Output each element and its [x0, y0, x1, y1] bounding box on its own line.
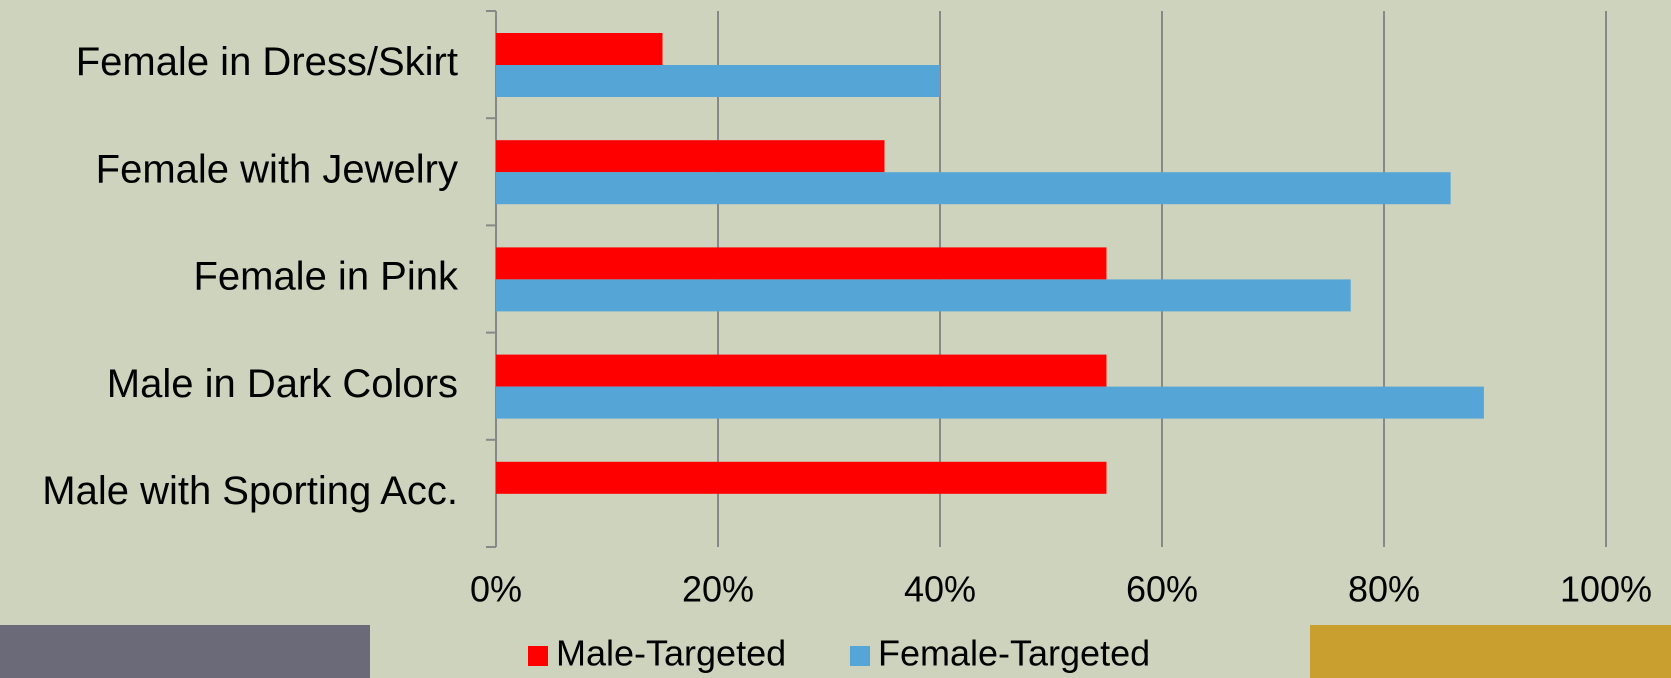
x-tick-label: 60%: [1126, 569, 1198, 610]
bar: [496, 247, 1107, 279]
bar: [496, 33, 663, 65]
y-tick-label: Female in Dress/Skirt: [76, 40, 458, 84]
bar: [496, 172, 1451, 204]
chart: 0% 20% 40% 60% 80% 100% Female in Dress/Skirt F…: [0, 0, 1671, 678]
legend-label: Male-Targeted: [556, 633, 786, 674]
bar: [496, 387, 1484, 419]
bar: [496, 140, 885, 172]
y-tick-label: Female in Pink: [193, 255, 459, 299]
photo-left: [0, 625, 370, 678]
legend-swatch: [850, 646, 870, 666]
legend-swatch: [528, 646, 548, 666]
x-tick-label: 80%: [1348, 569, 1420, 610]
x-tick-label: 40%: [904, 569, 976, 610]
y-tick-label: Male with Sporting Acc.: [42, 469, 458, 513]
x-tick-label: 0%: [470, 569, 522, 610]
legend-label: Female-Targeted: [878, 633, 1150, 674]
bar: [496, 279, 1351, 311]
bar: [496, 65, 940, 97]
x-tick-label: 20%: [682, 569, 754, 610]
y-tick-label: Male in Dark Colors: [107, 362, 458, 406]
photo-right: [1310, 625, 1671, 678]
y-tick-label: Female with Jewelry: [96, 147, 458, 191]
x-tick-label: 100%: [1560, 569, 1652, 610]
bar: [496, 462, 1107, 494]
bar: [496, 355, 1107, 387]
